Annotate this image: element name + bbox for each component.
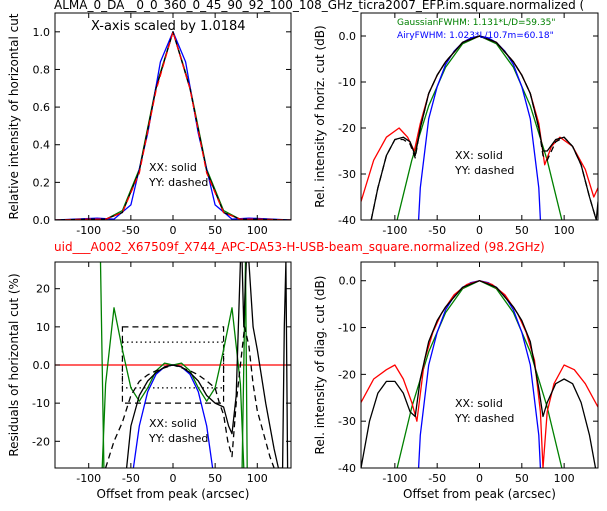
series-line-1 [55, 31, 291, 220]
y-tick-label: 10 [36, 321, 50, 334]
fit-label: AiryFWHM: 1.023*L/10.7m=60.18" [397, 31, 554, 41]
y-tick-label: 0.6 [33, 101, 51, 114]
legend-note: XX: solid [149, 417, 197, 430]
y-tick-label: -40 [338, 214, 356, 227]
x-tick-label: 100 [247, 224, 268, 237]
x-tick-label: 0 [170, 224, 177, 237]
y-tick-label: -10 [338, 76, 356, 89]
panel-top-left: -100 -50 0 50 100 0.0 0.2 0.4 0.6 0.8 1.0 Relative … [7, 12, 292, 237]
y-tick-label: 0.0 [339, 275, 357, 288]
y-axis-label: Residuals of horizontal cut (%) [7, 273, 21, 456]
x-tick-label: -50 [122, 472, 140, 485]
middle-title: uid___A002_X67509f_X744_APC-DA53-H-USB-b… [54, 240, 545, 254]
x-tick-label: 50 [515, 224, 529, 237]
plot-area [361, 280, 598, 468]
panel-bottom-left: -100 -50 0 50 100 -20 -10 0.0 10 20 Residuals of h… [7, 261, 292, 501]
x-tick-label: -50 [428, 224, 446, 237]
series-line-3 [361, 280, 597, 468]
plot-area [55, 31, 291, 220]
x-tick-label: 100 [554, 224, 575, 237]
panel-bottom-right: -100 -50 0 50 100 -40 -30 -20 -10 0.0 Rel. intensi… [313, 261, 599, 501]
x-tick-label: 0 [476, 224, 483, 237]
x-tick-label: -50 [122, 224, 140, 237]
y-tick-label: -10 [32, 397, 50, 410]
legend-note: YY: dashed [454, 412, 514, 425]
y-tick-label: 0.8 [33, 63, 51, 76]
legend-note: YY: dashed [454, 164, 514, 177]
x-tick-label: 100 [247, 472, 268, 485]
series-line-3 [55, 31, 291, 220]
y-tick-label: -40 [338, 462, 356, 475]
x-tick-label: -100 [76, 472, 101, 485]
y-tick-label: 1.0 [33, 26, 51, 39]
x-tick-label: 0 [170, 472, 177, 485]
series-line-6 [104, 326, 275, 468]
threshold-box-0 [121, 326, 225, 404]
y-axis-label: Relative intensity of horizontal cut [7, 13, 21, 219]
x-tick-label: 50 [515, 472, 529, 485]
y-tick-label: 0.0 [339, 30, 357, 43]
scale-annotation: X-axis scaled by 1.0184 [91, 19, 246, 34]
series-line-4 [370, 35, 597, 220]
y-axis-label: Rel. intensity of horiz. cut (dB) [313, 25, 327, 207]
plot-area [361, 35, 598, 220]
x-axis-label: Offset from peak (arcsec) [403, 487, 556, 501]
series-line-1 [417, 280, 542, 468]
y-tick-label: 20 [36, 283, 50, 296]
panel-top-right: -100 -50 0 50 100 -40 -30 -20 -10 0.0 Rel. intensi… [313, 12, 599, 237]
y-tick-label: -20 [32, 435, 50, 448]
x-tick-label: 0 [476, 472, 483, 485]
plot-area [55, 262, 291, 468]
series-line-2 [361, 280, 598, 468]
y-tick-label: 0.0 [33, 359, 51, 372]
x-tick-label: -100 [382, 472, 407, 485]
series-line-1 [417, 35, 542, 220]
x-axis-label: Offset from peak (arcsec) [97, 487, 250, 501]
legend-note: XX: solid [455, 397, 503, 410]
y-tick-label: -10 [338, 322, 356, 335]
y-tick-label: 0.4 [33, 139, 51, 152]
x-tick-label: 100 [554, 472, 575, 485]
plot-frame [360, 261, 599, 469]
y-tick-label: -30 [338, 168, 356, 181]
y-tick-label: -30 [338, 415, 356, 428]
y-tick-label: -20 [338, 368, 356, 381]
fit-label: GaussianFWHM: 1.131*L/D=59.35" [397, 18, 555, 28]
y-tick-label: 0.0 [33, 214, 51, 227]
series-line-0 [55, 31, 291, 220]
series-line-2 [99, 262, 105, 468]
y-axis-label: Rel. intensity of diag. cut (dB) [313, 276, 327, 455]
x-tick-label: 50 [208, 472, 222, 485]
legend-note: YY: dashed [148, 176, 208, 189]
x-tick-label: 50 [208, 224, 222, 237]
series-line-2 [55, 31, 291, 220]
y-tick-label: -20 [338, 122, 356, 135]
legend-note: XX: solid [149, 161, 197, 174]
x-tick-label: -50 [428, 472, 446, 485]
top-title: ALMA_0_DA__0_0_360_0_45_90_92_100_108_GH… [54, 0, 584, 12]
x-tick-label: -100 [382, 224, 407, 237]
plot-frame [360, 12, 599, 221]
x-tick-label: -100 [76, 224, 101, 237]
legend-note: YY: dashed [148, 432, 208, 445]
y-tick-label: 0.2 [33, 176, 51, 189]
legend-note: XX: solid [455, 149, 503, 162]
series-line-3 [370, 35, 598, 220]
